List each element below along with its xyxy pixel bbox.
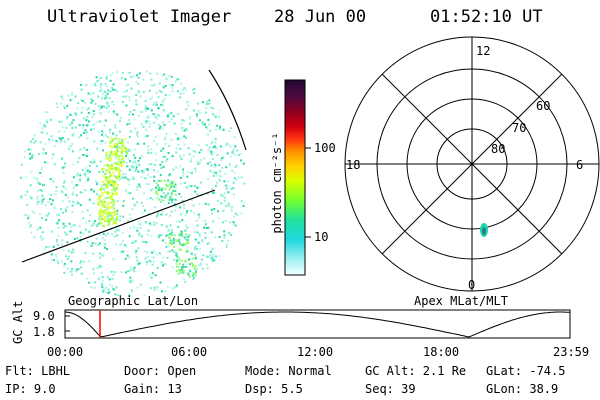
info-ip: IP: 9.0 bbox=[5, 382, 56, 396]
colorbar-unit-label: photon cm⁻²s⁻¹ bbox=[270, 132, 284, 234]
apex-label: Apex MLat/MLT bbox=[414, 294, 508, 308]
terminator-line bbox=[21, 189, 216, 263]
colorbar-tick-100: 100 bbox=[314, 141, 336, 155]
orbit-xtick-1800: 18:00 bbox=[423, 345, 460, 359]
mlt-label-0: 0 bbox=[468, 278, 476, 292]
mlt-label-6: 6 bbox=[576, 158, 584, 172]
info-mode: Mode: Normal bbox=[245, 364, 332, 378]
mlt-label-12: 12 bbox=[476, 44, 491, 58]
info-filter: Flt: LBHL bbox=[5, 364, 71, 378]
date-label: 28 Jun 00 bbox=[274, 7, 367, 27]
orbit-xtick-1200: 12:00 bbox=[297, 345, 334, 359]
info-gc-alt: GC Alt: 2.1 Re bbox=[365, 364, 467, 378]
info-door: Door: Open bbox=[124, 364, 197, 378]
uv-image bbox=[20, 70, 246, 297]
mlat-label-60: 60 bbox=[536, 99, 551, 113]
geographic-label: Geographic Lat/Lon bbox=[68, 294, 199, 308]
polar-aurora-spot bbox=[480, 223, 488, 237]
info-gain: Gain: 13 bbox=[124, 382, 182, 396]
orbit-plot bbox=[64, 309, 571, 339]
info-glat: GLat: -74.5 bbox=[486, 364, 566, 378]
time-label: 01:52:10 UT bbox=[430, 7, 543, 27]
orbit-ylabel: GC Alt bbox=[11, 300, 25, 344]
orbit-xtick-0600: 06:00 bbox=[171, 345, 208, 359]
limb-arc bbox=[208, 69, 247, 151]
mlat-label-80: 80 bbox=[491, 142, 506, 156]
mlt-label-18: 18 bbox=[346, 158, 361, 172]
orbit-xtick-2359: 23:59 bbox=[553, 345, 590, 359]
info-glon: GLon: 38.9 bbox=[486, 382, 559, 396]
orbit-ytick-1-8: 1.8 bbox=[33, 325, 55, 339]
orbit-ytick-9: 9.0 bbox=[33, 309, 55, 323]
color-bar bbox=[284, 79, 311, 276]
mlat-label-70: 70 bbox=[512, 121, 527, 135]
instrument-title: Ultraviolet Imager bbox=[47, 7, 232, 27]
polar-plot bbox=[344, 36, 600, 292]
colorbar-tick-10: 10 bbox=[314, 230, 329, 244]
orbit-xtick-0000: 00:00 bbox=[47, 345, 84, 359]
info-dsp: Dsp: 5.5 bbox=[245, 382, 303, 396]
info-seq: Seq: 39 bbox=[365, 382, 416, 396]
